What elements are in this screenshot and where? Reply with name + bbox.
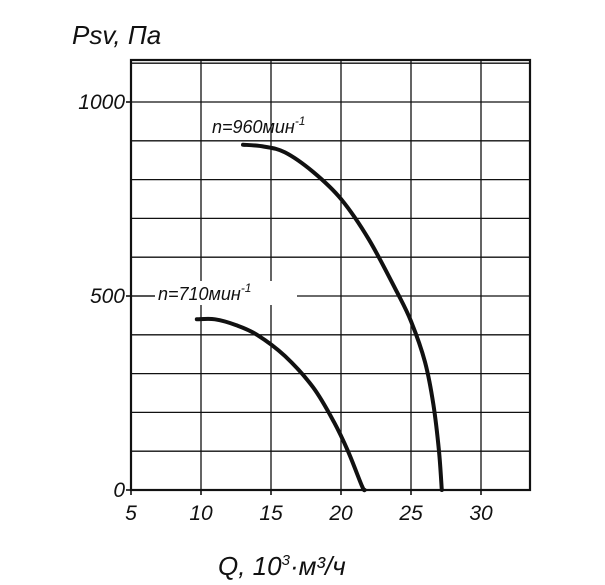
y-axis-ticks: 0 500 1000: [78, 91, 131, 502]
series-label-710: n=710мин-1: [158, 281, 251, 304]
series-label-960-sup: -1: [295, 114, 306, 128]
series-label-710-text: n=710мин: [158, 284, 241, 304]
series-label-960: n=960мин-1: [212, 114, 305, 137]
y-tick-label: 1000: [78, 91, 125, 114]
x-tick-label: 10: [189, 502, 213, 525]
y-axis-title: Psv, Па: [72, 20, 161, 50]
x-axis-ticks: 5 10 15 20 25 30: [125, 490, 493, 525]
series-label-710-sup: -1: [241, 281, 252, 295]
y-tick-label: 0: [113, 479, 125, 502]
y-tick-label: 500: [90, 285, 125, 308]
series-line-1: [194, 316, 367, 493]
x-axis-title-unit: ·м³/ч: [290, 551, 346, 581]
plot-frame: [129, 58, 532, 492]
x-axis-title: Q, 103·м³/ч: [218, 551, 346, 581]
series-line-0: [241, 142, 444, 492]
grid: [131, 60, 530, 490]
series-layer: [131, 142, 444, 493]
x-axis-title-exponent: 3: [282, 552, 291, 569]
x-tick-label: 20: [328, 502, 353, 525]
x-tick-label: 25: [398, 502, 423, 525]
x-tick-label: 5: [125, 502, 137, 525]
x-axis-title-main: Q, 10: [218, 551, 282, 581]
series-label-960-text: n=960мин: [212, 117, 295, 137]
x-tick-label: 30: [469, 502, 493, 525]
series-label-710-bg: [155, 281, 297, 305]
x-tick-label: 15: [259, 502, 283, 525]
